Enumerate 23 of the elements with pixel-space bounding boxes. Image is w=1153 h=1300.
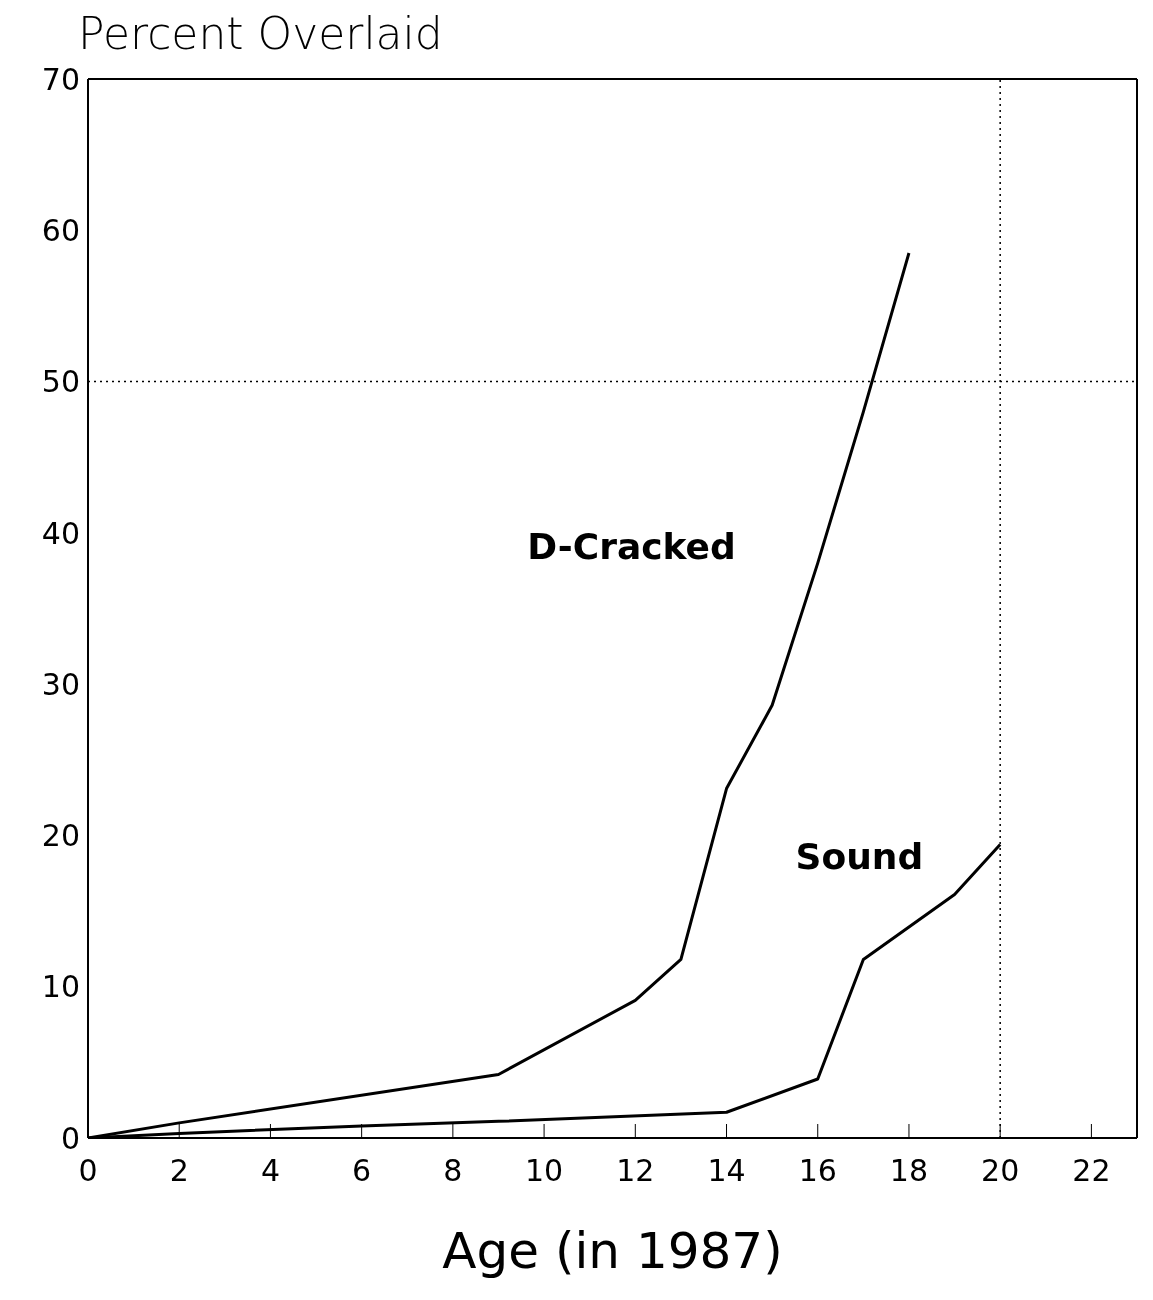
- x-tick-label: 4: [260, 1153, 280, 1189]
- x-tick-label: 16: [798, 1153, 837, 1189]
- y-tick-label: 50: [41, 364, 80, 400]
- series-label: Sound: [795, 836, 924, 878]
- x-tick-label: 14: [707, 1153, 746, 1189]
- x-tick-label: 10: [524, 1153, 564, 1189]
- x-tick-label: 2: [169, 1153, 189, 1189]
- y-tick-label: 70: [41, 61, 80, 97]
- x-tick-label: 20: [981, 1153, 1020, 1189]
- x-tick-label: 12: [616, 1153, 655, 1189]
- y-tick-label: 40: [41, 515, 80, 551]
- x-tick-label: 8: [443, 1153, 463, 1189]
- y-axis-title: Percent Overlaid: [78, 8, 443, 59]
- x-tick-label: 22: [1072, 1153, 1111, 1189]
- y-tick-label: 20: [41, 818, 80, 854]
- x-tick-label: 18: [889, 1153, 929, 1189]
- y-tick-label: 60: [41, 212, 80, 248]
- y-tick-label: 10: [41, 969, 80, 1005]
- text: D-Cracked: [527, 525, 736, 567]
- x-axis-title: Age (in 1987): [442, 1222, 783, 1280]
- y-tick-label: 0: [60, 1120, 80, 1156]
- y-tick-label: 30: [41, 666, 80, 702]
- x-tick-label: 6: [352, 1153, 372, 1189]
